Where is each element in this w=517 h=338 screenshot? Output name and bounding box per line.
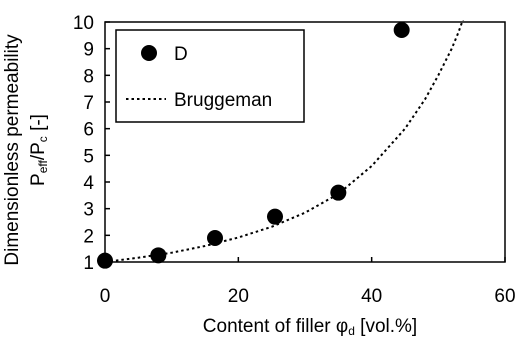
y-tick-label: 7	[83, 93, 94, 114]
x-tick-label: 60	[494, 286, 515, 307]
series-layer	[97, 20, 464, 269]
y-tick-label: 9	[83, 40, 94, 61]
legend-box	[115, 29, 305, 123]
data-point-d	[97, 252, 113, 269]
data-point-d	[330, 184, 347, 201]
y-tick-label: 6	[83, 120, 94, 141]
y-tick-label: 4	[83, 173, 94, 194]
legend: D Bruggeman	[115, 29, 305, 123]
y-tick-label: 10	[73, 13, 94, 34]
x-tick-label: 40	[361, 286, 382, 307]
y-tick-label: 1	[83, 253, 94, 274]
y-axis-title-line1: Dimensionless permeability	[2, 34, 23, 266]
axis-ticks: 0 20 40 60 1 2 3 4 5 6 7 8 9 10	[73, 13, 516, 307]
series-line-bruggeman	[105, 20, 464, 262]
x-tick-label: 0	[100, 286, 111, 307]
data-point-d	[267, 208, 283, 225]
y-tick-label: 2	[83, 226, 94, 247]
legend-marker-d	[141, 45, 157, 61]
data-point-d	[207, 230, 223, 246]
x-axis-title: Content of filler φd [vol.%]	[203, 316, 417, 338]
y-axis-title-line2: Peff/Pc [-]	[28, 114, 50, 186]
plot-area	[104, 21, 506, 263]
data-point-d	[393, 22, 410, 38]
plot-frame	[104, 21, 506, 263]
legend-label-d: D	[174, 44, 188, 65]
data-point-d	[150, 247, 167, 264]
y-tick-label: 5	[83, 146, 94, 167]
x-tick-label: 20	[228, 286, 249, 307]
legend-label-bruggeman: Bruggeman	[174, 90, 272, 111]
y-tick-label: 3	[83, 200, 94, 221]
y-axis-title: Dimensionless permeability Peff/Pc [-]	[2, 34, 50, 266]
y-tick-label: 8	[83, 66, 94, 87]
